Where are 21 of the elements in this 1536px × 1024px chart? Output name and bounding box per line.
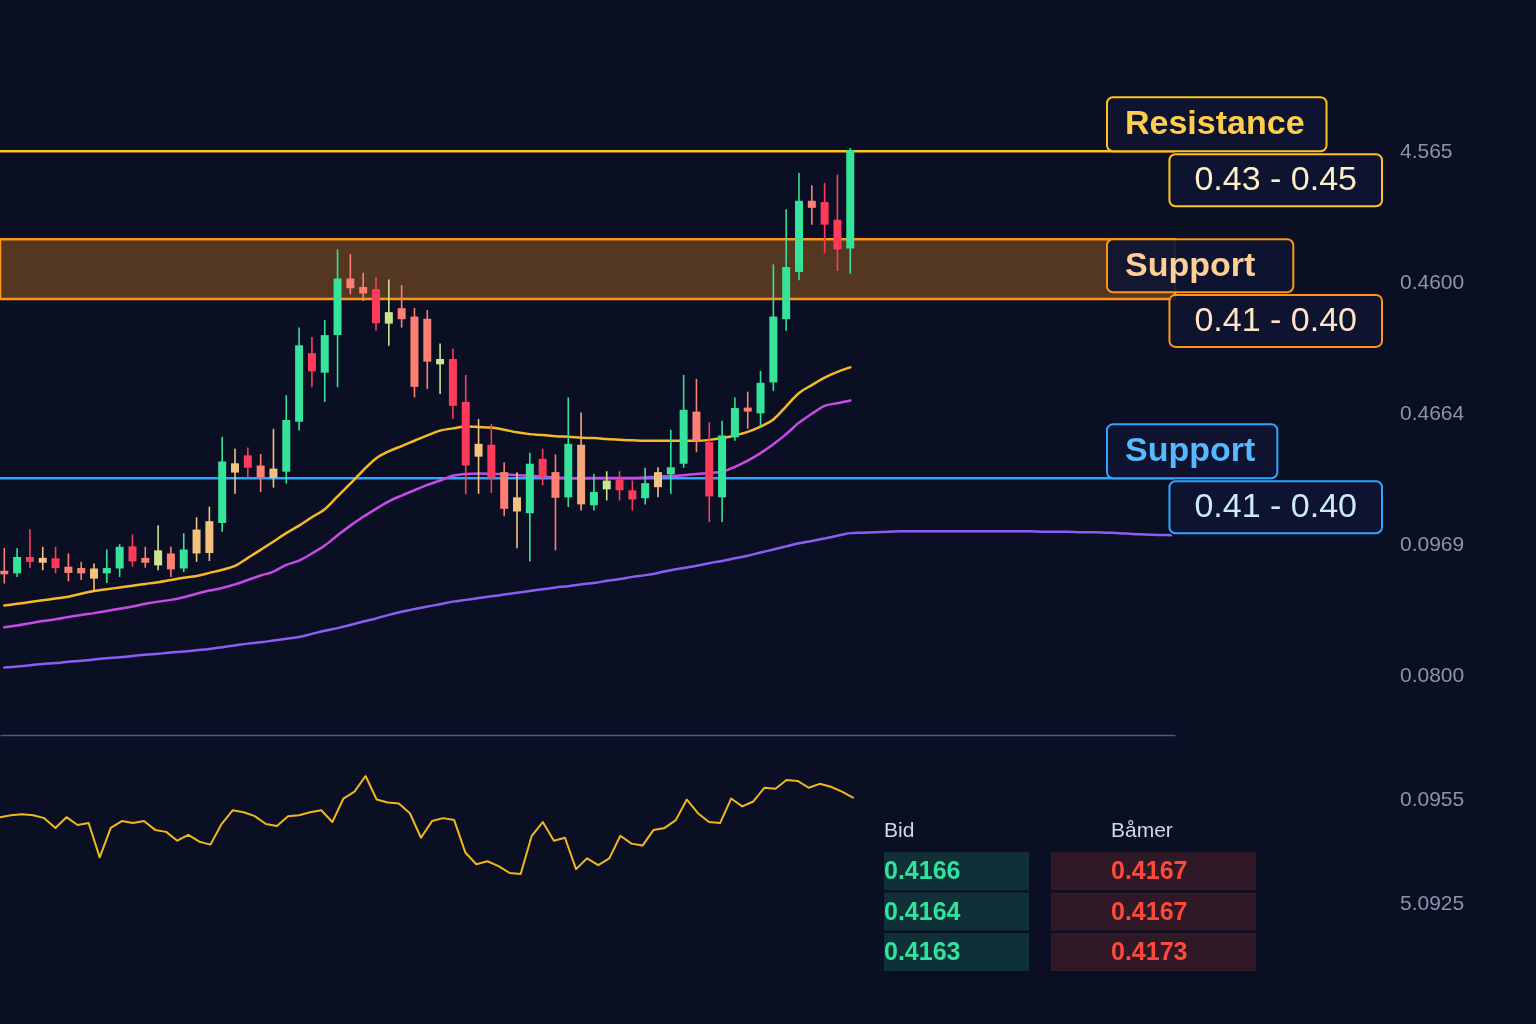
text: 0.4600	[1400, 270, 1465, 293]
text: 0.0969	[1400, 532, 1465, 555]
text: 0.4167	[1111, 856, 1188, 885]
text: Bid	[884, 818, 915, 841]
text: Båmer	[1111, 818, 1173, 841]
text: 0.43 - 0.45	[1194, 159, 1357, 198]
text: 0.4164	[884, 896, 961, 925]
text: 0.0800	[1400, 663, 1465, 686]
text: 5.0925	[1400, 891, 1465, 914]
text: 0.4163	[884, 936, 961, 965]
text: 0.0955	[1400, 787, 1465, 810]
ref-line-label: Resistance	[1125, 103, 1305, 142]
text: 0.4173	[1111, 936, 1188, 965]
band-label: Support	[1125, 245, 1256, 284]
ref-line-label: Support	[1125, 430, 1256, 469]
text: 0.4167	[1111, 896, 1188, 925]
text: 0.41 - 0.40	[1194, 486, 1357, 525]
text: 0.41 - 0.40	[1194, 299, 1357, 338]
text: 4.565	[1400, 139, 1453, 162]
text: 0.4664	[1400, 401, 1465, 424]
text: 0.4166	[884, 856, 961, 885]
